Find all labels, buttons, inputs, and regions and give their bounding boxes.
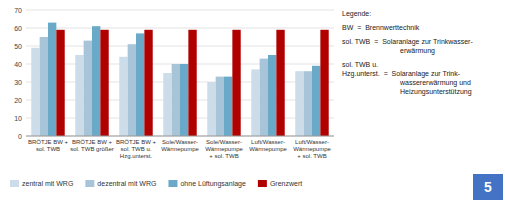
y-tick-label: 40: [14, 61, 22, 68]
annotation-line: Hzg.unterst. = Solaranlage zur Trink-: [342, 70, 461, 78]
bar: [251, 69, 259, 136]
bar: [260, 59, 268, 136]
legend-label: Grenzwert: [270, 180, 302, 187]
y-tick-label: 30: [14, 79, 22, 86]
bar: [31, 48, 39, 136]
x-tick-label-line: BRÖTJE BW +: [28, 139, 69, 145]
chart: 010203040506070BRÖTJE BW +sol. TWBBRÖTJE…: [0, 0, 505, 202]
legend-label: dezentral mit WRG: [97, 180, 156, 187]
legend-swatch: [168, 180, 177, 187]
legend: zentral mit WRG dezentral mit WRG ohne Lüf…: [10, 180, 302, 188]
bar: [48, 23, 56, 136]
bar: [216, 77, 224, 136]
annotation-line: BW = Brennwerttechnik: [342, 24, 420, 31]
bar: [119, 57, 127, 136]
legend-label: zentral mit WRG: [22, 180, 73, 187]
x-tick-label-line: Sole/Wasser-: [206, 139, 242, 145]
bar: [320, 30, 328, 136]
bar: [276, 30, 284, 136]
bar: [304, 71, 312, 136]
x-tick-label-line: Hzg.unterst.: [120, 153, 153, 159]
y-tick-label: 50: [14, 43, 22, 50]
x-tick-label-line: BRÖTJE BW +: [116, 139, 157, 145]
x-tick-label-line: + sol. TWB: [209, 153, 238, 159]
annotation: BW = Brennwerttechnik: [342, 24, 420, 31]
bar: [232, 30, 240, 136]
x-tick-label-line: BRÖTJE BW +: [72, 139, 113, 145]
x-tick-label-line: Sole/Wasser-: [162, 139, 198, 145]
bar: [136, 33, 144, 136]
bar: [92, 26, 100, 136]
x-tick-label-line: Wärmepumpe: [249, 146, 287, 152]
annotation-line: sol. TWB u.: [342, 61, 378, 68]
legend-swatch: [10, 180, 19, 187]
bar: [312, 66, 320, 136]
bar: [40, 37, 48, 136]
x-tick-label-line: Wärmepumpe: [161, 146, 199, 152]
text-legend: Legende: BW = Brennwerttechnik sol. TWB = …: [342, 10, 473, 96]
annotation: sol. TWB u. Hzg.unterst. = Solaranlage zu…: [342, 61, 472, 96]
bar: [188, 30, 196, 136]
x-tick-label-line: Luft/Wasser-: [295, 139, 329, 145]
x-tick-label-line: sol. TWB: [36, 146, 60, 152]
x-tick-label-line: + sol. TWB: [297, 153, 326, 159]
legend-label: ohne Lüftungsanlage: [180, 180, 245, 188]
bar: [144, 30, 152, 136]
x-tick-label: Sole/Wasser-Wärmepumpe: [161, 139, 199, 152]
bar: [128, 44, 136, 136]
x-tick-label: BRÖTJE BW +sol. TWB größer: [70, 139, 114, 152]
bar: [163, 73, 171, 136]
bars: [31, 23, 328, 136]
x-tick-label-line: Wärmepumpe: [205, 146, 243, 152]
bar: [56, 30, 64, 136]
bar: [180, 64, 188, 136]
legend-swatch: [258, 180, 267, 187]
grid-line: [26, 46, 334, 47]
annotation-line: wassererwärmung und: [399, 79, 471, 87]
grid-line: [26, 136, 334, 137]
badge: [473, 174, 503, 200]
grid: [26, 10, 334, 136]
bar: [268, 55, 276, 136]
x-tick-label: BRÖTJE BW +sol. TWB: [28, 139, 69, 152]
x-tick-label-line: sol. TWB größer: [70, 146, 114, 152]
annotation-line: Heizungsunterstützung: [400, 88, 472, 96]
annotation-line: erwärmung: [400, 47, 435, 55]
grid-line: [26, 28, 334, 29]
x-tick-label: Sole/Wasser-Wärmepumpe+ sol. TWB: [205, 139, 243, 159]
x-tick-label: Luft/Wasser-Wärmepumpe: [249, 139, 287, 152]
y-tick-label: 70: [14, 7, 22, 14]
y-tick-label: 10: [14, 115, 22, 122]
x-tick-label-line: Luft/Wasser-: [251, 139, 285, 145]
annotation-line: sol. TWB = Solaranlage zur Trinkwasser-: [342, 38, 473, 46]
x-axis-line: [26, 136, 334, 137]
annotation: Legende:: [342, 10, 371, 18]
bar: [295, 71, 303, 136]
x-tick-label-line: sol. TWB u.: [121, 146, 152, 152]
y-tick-label: 0: [18, 133, 22, 140]
bar: [224, 77, 232, 136]
bar: [75, 55, 83, 136]
y-tick-label: 20: [14, 97, 22, 104]
x-tick-label-line: Wärmepumpe: [293, 146, 331, 152]
x-tick-label: BRÖTJE BW +sol. TWB u.Hzg.unterst.: [116, 139, 157, 159]
bar: [207, 82, 215, 136]
y-tick-label: 60: [14, 25, 22, 32]
legend-swatch: [85, 180, 94, 187]
badge-label: 5: [484, 179, 492, 195]
annotation-line: Legende:: [342, 10, 371, 18]
bar: [100, 30, 108, 136]
bar: [84, 41, 92, 136]
bar: [172, 64, 180, 136]
annotation: sol. TWB = Solaranlage zur Trinkwasser-e…: [342, 38, 473, 55]
grid-line: [26, 10, 334, 11]
x-tick-label: Luft/Wasser-Wärmepumpe+ sol. TWB: [293, 139, 331, 159]
